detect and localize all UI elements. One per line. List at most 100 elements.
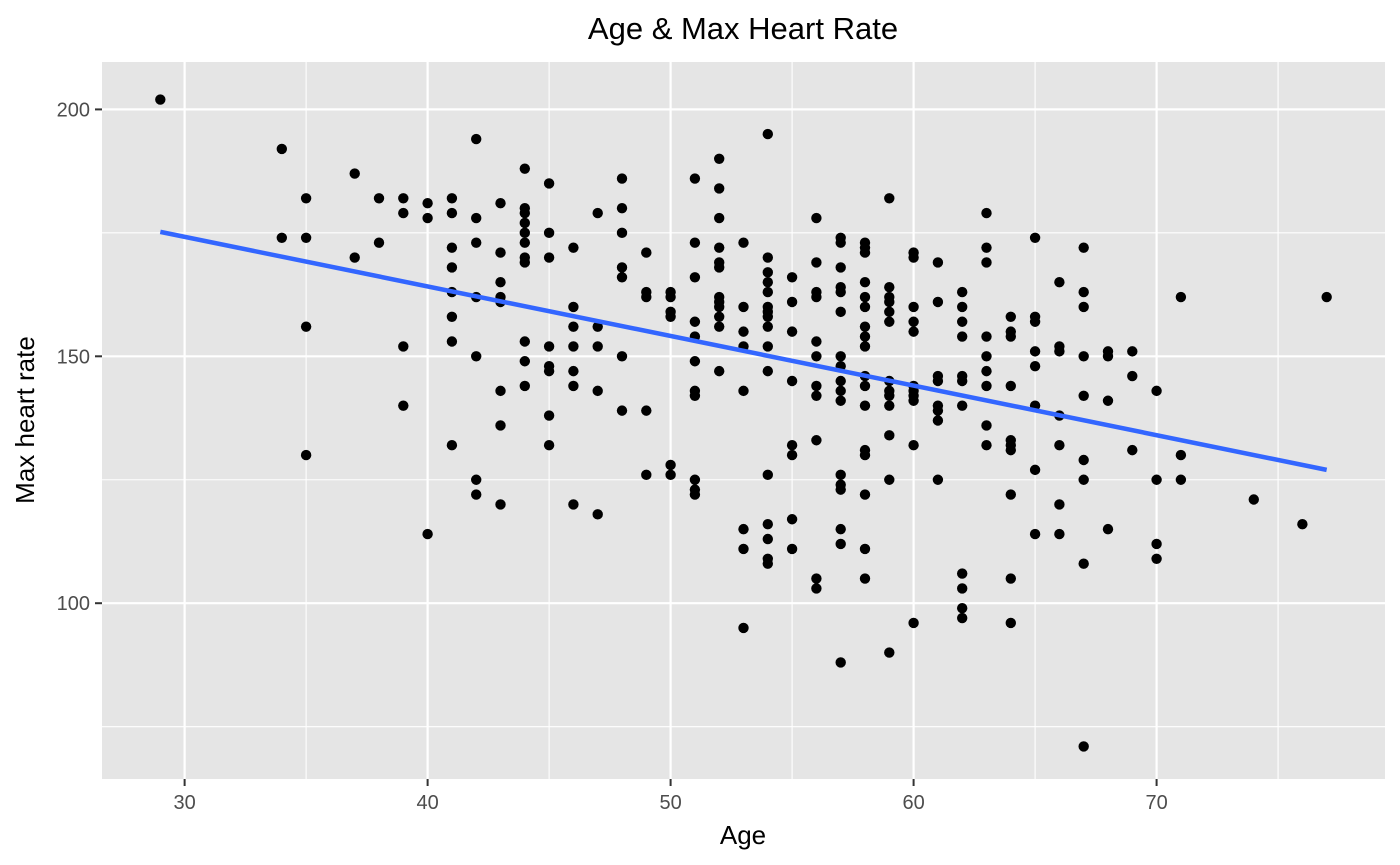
- data-point: [956, 612, 968, 624]
- data-point: [811, 390, 822, 402]
- data-point: [859, 573, 871, 584]
- data-point: [884, 296, 895, 308]
- data-point: [446, 207, 458, 219]
- data-point: [592, 341, 603, 352]
- data-point: [446, 242, 458, 253]
- data-point: [1054, 277, 1065, 288]
- data-point: [1175, 474, 1187, 485]
- data-point: [859, 331, 871, 342]
- data-point: [932, 405, 944, 416]
- data-point: [762, 321, 773, 332]
- data-point: [373, 237, 385, 248]
- data-point: [373, 193, 385, 204]
- data-point: [908, 617, 919, 629]
- data-point: [714, 321, 725, 332]
- data-point: [568, 321, 579, 332]
- data-point: [859, 380, 871, 392]
- data-point: [956, 583, 968, 594]
- data-point: [835, 237, 846, 248]
- data-point: [471, 351, 482, 362]
- data-point: [811, 351, 822, 362]
- data-point: [641, 469, 652, 481]
- data-point: [1127, 346, 1138, 357]
- data-point: [616, 173, 628, 184]
- data-point: [616, 262, 628, 273]
- data-point: [446, 336, 458, 347]
- data-point: [835, 484, 846, 495]
- data-point: [884, 647, 895, 658]
- data-point: [398, 341, 409, 352]
- data-point: [762, 128, 773, 140]
- data-point: [519, 237, 531, 248]
- data-point: [956, 602, 968, 614]
- data-point: [811, 583, 822, 594]
- data-point: [1029, 528, 1041, 540]
- data-point: [714, 365, 725, 377]
- major-gridlines: [102, 62, 1385, 779]
- data-point: [981, 439, 992, 451]
- data-point: [519, 227, 531, 239]
- data-point: [1127, 370, 1138, 382]
- data-point: [738, 622, 749, 634]
- data-point: [641, 405, 652, 416]
- data-point: [422, 528, 433, 540]
- data-point: [398, 400, 409, 411]
- y-axis-title: Max heart rate: [10, 336, 40, 504]
- data-point: [884, 430, 895, 441]
- data-point: [884, 400, 895, 411]
- data-point: [592, 509, 603, 520]
- data-point: [689, 173, 701, 184]
- data-point: [932, 257, 944, 268]
- data-point: [568, 499, 579, 510]
- data-point: [398, 207, 409, 219]
- data-point: [884, 316, 895, 327]
- plot-panel: [102, 62, 1385, 779]
- x-tick-label: 70: [1145, 792, 1167, 814]
- data-point: [1151, 474, 1162, 485]
- data-point: [568, 242, 579, 253]
- data-point: [495, 247, 506, 258]
- data-point: [835, 262, 846, 273]
- data-point: [786, 543, 798, 555]
- data-point: [568, 301, 579, 313]
- data-point: [471, 212, 482, 224]
- data-point: [981, 242, 992, 253]
- data-point: [908, 439, 919, 451]
- data-point: [738, 326, 749, 337]
- data-point: [543, 341, 555, 352]
- data-point: [1078, 558, 1089, 569]
- data-point: [616, 272, 628, 283]
- data-point: [714, 242, 725, 253]
- data-point: [1005, 331, 1016, 342]
- data-point: [568, 365, 579, 377]
- data-point: [543, 365, 555, 377]
- data-point: [592, 385, 603, 397]
- data-point: [1029, 346, 1041, 357]
- data-point: [689, 316, 701, 327]
- data-point: [689, 272, 701, 283]
- data-point: [835, 306, 846, 318]
- data-point: [665, 291, 676, 303]
- data-point: [1127, 444, 1138, 456]
- data-point: [543, 439, 555, 451]
- data-point: [932, 474, 944, 485]
- data-point: [956, 375, 968, 387]
- data-point: [786, 514, 798, 525]
- data-point: [908, 316, 919, 327]
- data-point: [1054, 499, 1065, 510]
- data-point: [762, 518, 773, 530]
- data-point: [762, 469, 773, 481]
- x-tick-label: 30: [173, 792, 195, 814]
- data-point: [859, 277, 871, 288]
- x-axis-ticks: 30 40 50 60 70: [173, 779, 1168, 814]
- data-point: [884, 281, 895, 293]
- data-point: [932, 296, 944, 308]
- data-point: [762, 311, 773, 323]
- data-point: [956, 316, 968, 327]
- data-point: [762, 286, 773, 298]
- data-point: [981, 257, 992, 268]
- data-point: [155, 94, 166, 105]
- data-point: [519, 207, 531, 219]
- data-point: [689, 237, 701, 248]
- data-point: [908, 326, 919, 337]
